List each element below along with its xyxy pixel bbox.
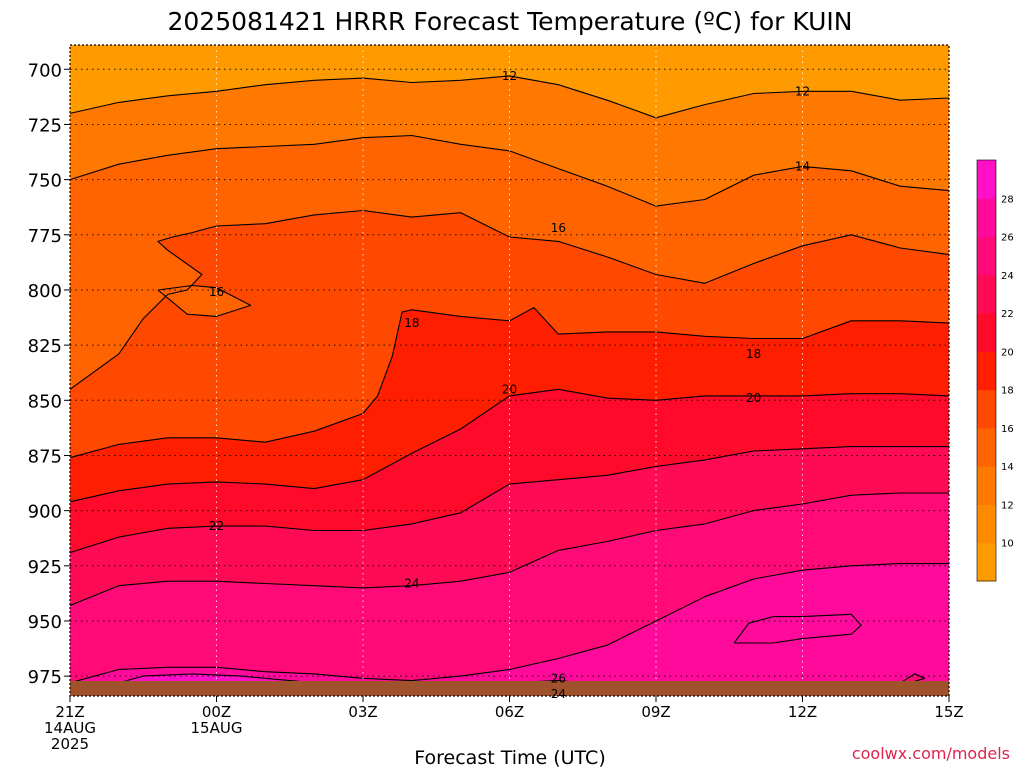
contour-label-6: 18	[746, 347, 761, 361]
xtick-label-21Z-1: 14AUG	[44, 719, 96, 737]
contour-label-5: 18	[404, 316, 419, 330]
colorbar-segment-1	[977, 504, 996, 544]
ytick-label-900: 900	[28, 502, 62, 523]
contour-label-3: 16	[209, 285, 224, 299]
xtick-label-03Z-0: 03Z	[348, 703, 377, 721]
band-26-7	[70, 563, 949, 696]
contour-label-10: 24	[404, 576, 419, 590]
contour-label-8: 20	[746, 391, 761, 405]
colorbar-frame	[976, 159, 997, 582]
ytick-label-700: 700	[28, 60, 62, 81]
colorbar-label-26: 26	[1001, 233, 1014, 244]
ytick-label-800: 800	[28, 281, 62, 302]
contour-16-12	[157, 284, 252, 317]
colorbar-label-18: 18	[1001, 386, 1014, 397]
xtick-label-09Z-0: 09Z	[641, 703, 670, 721]
ytick-label-875: 875	[28, 446, 62, 467]
colorbar-segment-7	[977, 274, 996, 314]
colorbar-segment-6	[977, 313, 996, 352]
patch-24-2	[880, 673, 925, 688]
ground-strip	[70, 681, 949, 696]
contour-label-9: 22	[209, 519, 224, 533]
xtick-label-15Z-0: 15Z	[934, 703, 963, 721]
contour-20-4	[69, 388, 950, 503]
contour-12-0	[69, 75, 950, 119]
colorbar-segment-10	[977, 160, 996, 199]
contour-label-11: 26	[551, 671, 566, 685]
contour-label-7: 20	[502, 382, 517, 396]
colorbar-label-20: 20	[1001, 347, 1014, 358]
colorbar-label-10: 10	[1001, 539, 1014, 550]
contour-labels: 12 12 14 16 16 18 18 20 20 22 24 26 24	[209, 69, 810, 701]
plot-area: 12 12 14 16 16 18 18 20 20 22 24 26 24	[69, 44, 950, 701]
colorbar-segment-8	[977, 236, 996, 276]
colorbar-segment-5	[977, 351, 996, 391]
colorbar: 10 12 14 16 18 20 22 24 26 28	[976, 159, 1014, 582]
ytick-label-750: 750	[28, 171, 62, 192]
chart-title: 2025081421 HRRR Forecast Temperature (ºC…	[167, 7, 852, 36]
colorbar-label-24: 24	[1001, 271, 1014, 282]
xtick-label-00Z-1: 15AUG	[191, 719, 243, 737]
contour-24-6	[69, 492, 949, 607]
contour-label-4: 16	[551, 221, 566, 235]
contour-18-3	[69, 307, 950, 459]
contour-label-1: 12	[795, 84, 810, 98]
colorbar-segment-2	[977, 466, 996, 505]
colorbar-label-28: 28	[1001, 194, 1014, 205]
colorbar-label-16: 16	[1001, 424, 1014, 435]
colorbar-segment-3	[977, 427, 996, 467]
colorbar-label-12: 12	[1001, 500, 1014, 511]
ytick-label-925: 925	[28, 557, 62, 578]
ytick-label-825: 825	[28, 336, 62, 357]
temperature-bands	[70, 75, 949, 696]
xtick-label-21Z-2: 2025	[51, 735, 89, 753]
colorbar-segment-0	[977, 542, 996, 582]
contour-label-0: 12	[502, 69, 517, 83]
ytick-label-850: 850	[28, 391, 62, 412]
ytick-label-975: 975	[28, 667, 62, 688]
ytick-label-775: 775	[28, 226, 62, 247]
contour-16-2	[69, 209, 950, 390]
xtick-label-00Z-0: 00Z	[202, 703, 231, 721]
colorbar-segment-9	[977, 198, 996, 238]
contour-22-5	[69, 446, 949, 554]
x-axis-label: Forecast Time (UTC)	[414, 747, 605, 768]
colorbar-segment-4	[977, 389, 996, 429]
colorbar-label-22: 22	[1001, 309, 1014, 320]
ytick-label-725: 725	[28, 115, 62, 136]
y-axis: 700 725 750 775 800 825 850 875 900 925 950 975	[28, 60, 70, 688]
contour-26-10	[733, 613, 862, 644]
contour-label-12: 24	[551, 687, 566, 701]
ytick-label-950: 950	[28, 612, 62, 633]
credit-text: coolwx.com/models	[852, 744, 1010, 763]
xtick-label-21Z-0: 21Z	[55, 703, 84, 721]
xtick-label-12Z-0: 12Z	[788, 703, 817, 721]
xtick-label-06Z-0: 06Z	[495, 703, 524, 721]
contour-label-2: 14	[795, 159, 810, 173]
colorbar-label-14: 14	[1001, 462, 1014, 473]
